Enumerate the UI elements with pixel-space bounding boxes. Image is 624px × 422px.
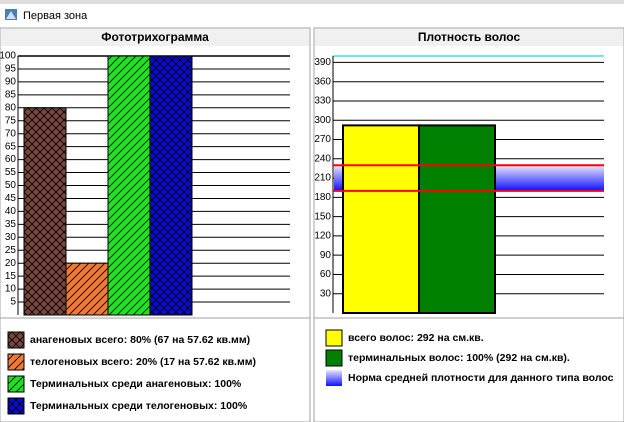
chart-title: Фототрихограмма (101, 30, 209, 44)
y-tick-label: 30 (320, 288, 332, 299)
y-tick-label: 20 (5, 258, 17, 269)
legend-label: всего волос: 292 на см.кв. (348, 332, 484, 344)
legend-label: анагеновых всего: 80% (67 на 57.62 кв.мм… (30, 334, 250, 346)
y-tick-label: 330 (314, 96, 331, 107)
y-tick-label: 90 (320, 250, 332, 261)
y-tick-label: 40 (5, 206, 17, 217)
y-tick-label: 95 (5, 64, 17, 75)
y-tick-label: 60 (5, 154, 17, 165)
legend-swatch (325, 349, 343, 367)
y-tick-label: 150 (314, 211, 331, 222)
right-header (315, 29, 623, 46)
y-tick-label: 75 (5, 115, 17, 126)
bar (342, 124, 420, 314)
y-tick-label: 270 (314, 134, 331, 145)
legend-label: терминальных волос: 100% (292 на см.кв). (348, 352, 570, 364)
y-tick-label: 90 (5, 77, 17, 88)
y-tick-label: 45 (5, 193, 17, 204)
window-icon (5, 9, 17, 20)
window-title: Первая зона (23, 10, 88, 22)
chart-title: Плотность волос (418, 30, 521, 44)
legend-swatch (326, 370, 342, 386)
y-tick-label: 180 (314, 192, 331, 203)
y-tick-label: 65 (5, 141, 17, 152)
top-edge (0, 0, 624, 4)
bar (107, 55, 151, 316)
y-tick-label: 240 (314, 153, 331, 164)
legend-label: телогеновых всего: 20% (17 на 57.62 кв.м… (30, 356, 256, 368)
legend-label: Терминальных среди анагеновых: 100% (30, 378, 242, 390)
y-tick-label: 10 (5, 284, 17, 295)
y-tick-label: 80 (5, 102, 17, 113)
y-tick-label: 70 (5, 128, 17, 139)
legend-swatch (7, 375, 25, 393)
y-tick-label: 60 (320, 269, 332, 280)
left-header (1, 29, 309, 46)
legend-swatch (7, 353, 25, 371)
y-tick-label: 360 (314, 76, 331, 87)
legend-swatch (7, 397, 25, 415)
y-tick-label: 390 (314, 57, 331, 68)
legend-swatch (325, 329, 343, 347)
y-tick-label: 120 (314, 231, 331, 242)
legend-swatch (7, 331, 25, 349)
bar (149, 55, 193, 316)
legend-label: Норма средней плотности для данного типа… (348, 372, 614, 384)
y-tick-label: 15 (5, 271, 17, 282)
y-tick-label: 55 (5, 167, 17, 178)
bar (418, 124, 496, 314)
bar (65, 262, 109, 316)
y-tick-label: 35 (5, 219, 17, 230)
y-tick-label: 50 (5, 180, 17, 191)
y-tick-label: 210 (314, 173, 331, 184)
bar (23, 107, 67, 316)
legend-label: Терминальных среди телогеновых: 100% (30, 400, 248, 412)
y-tick-label: 30 (5, 232, 17, 243)
y-tick-label: 85 (5, 89, 17, 100)
y-tick-label: 100 (0, 51, 16, 62)
y-tick-label: 300 (314, 115, 331, 126)
y-tick-label: 25 (5, 245, 17, 256)
y-tick-label: 5 (10, 297, 16, 308)
